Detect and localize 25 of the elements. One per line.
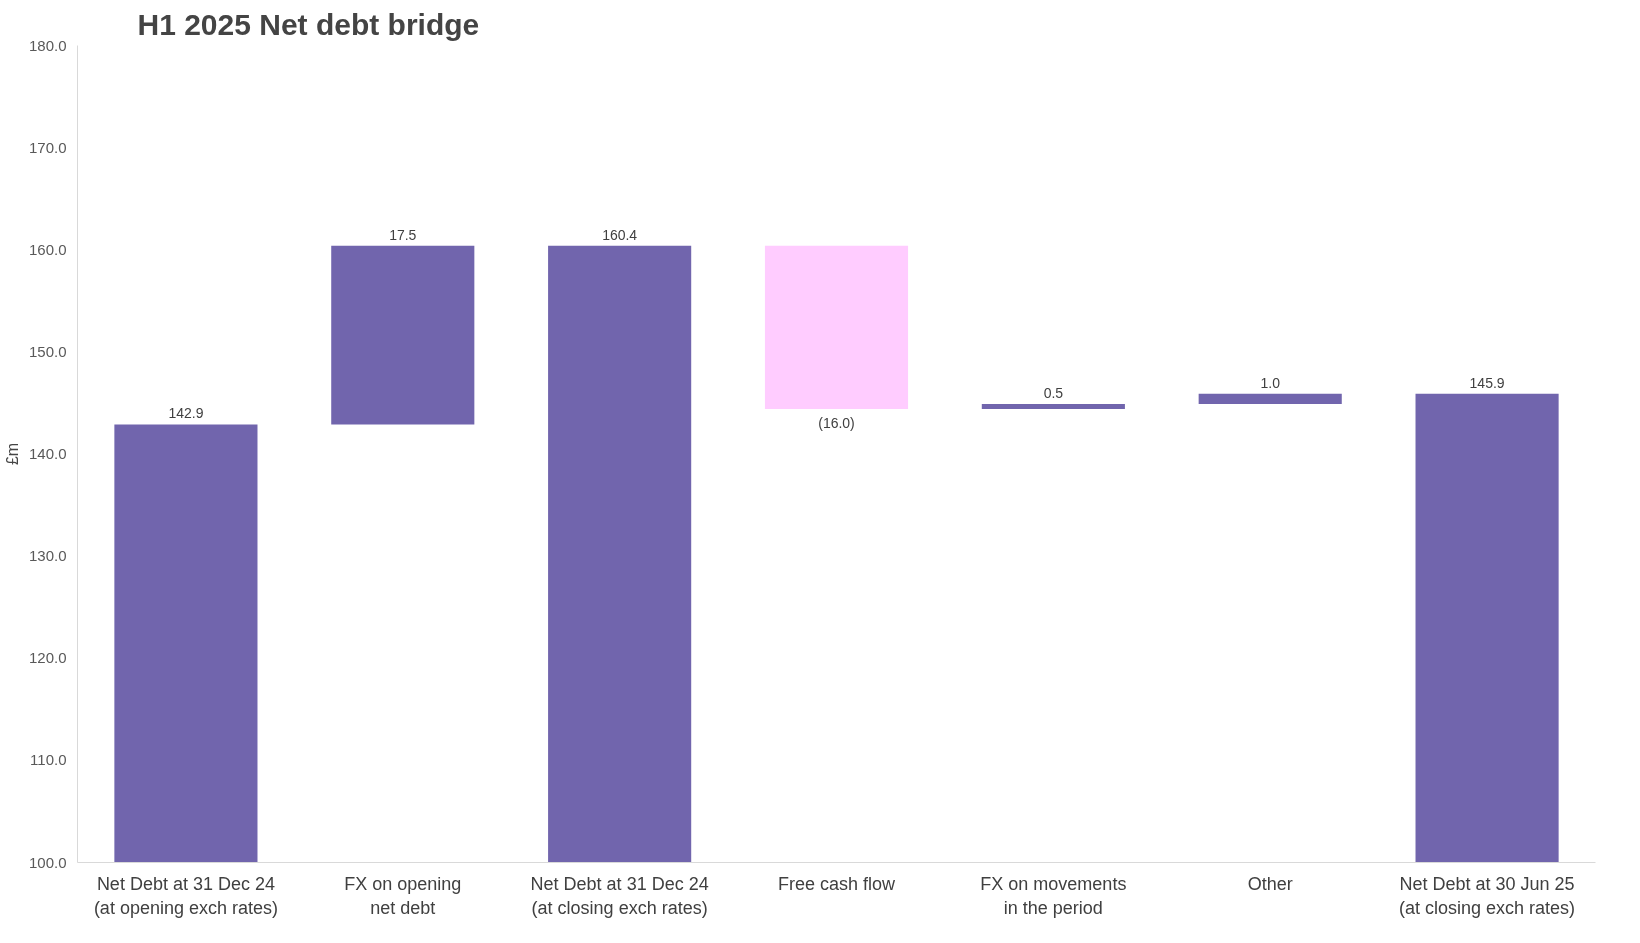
x-tick-label: Net Debt at 30 Jun 25 (at closing exch rates) (1399, 873, 1576, 918)
y-tick-label: 120.0 (28, 649, 67, 667)
data-label: 0.5 (1043, 384, 1064, 401)
x-tick-label: Net Debt at 31 Dec 24 (at closing exch rates) (530, 873, 709, 918)
data-label: 142.9 (168, 405, 204, 422)
x-tick-label: Other (1247, 873, 1293, 894)
y-tick-label: 160.0 (28, 240, 67, 258)
y-tick-label: 140.0 (28, 445, 67, 462)
data-label: 145.9 (1469, 374, 1505, 391)
data-label: 17.5 (389, 226, 417, 243)
y-tick-label: 130.0 (28, 547, 67, 565)
data-label: 160.4 (602, 226, 638, 243)
x-tick-label: Net Debt at 31 Dec 24 (at opening exch rates) (93, 873, 278, 918)
data-label: 1.0 (1260, 374, 1281, 391)
x-tick-label: FX on movements in the period (980, 873, 1127, 918)
chart-title: H1 2025 Net debt bridge (137, 7, 480, 41)
y-tick-label: 180.0 (28, 36, 67, 54)
y-tick-label: 170.0 (28, 138, 67, 156)
x-tick-label: FX on opening net debt (344, 873, 462, 918)
x-tick-label: Free cash flow (777, 873, 897, 894)
y-tick-label: 150.0 (28, 342, 67, 360)
y-tick-label: 100.0 (28, 853, 67, 871)
y-axis-title: £m (3, 442, 21, 466)
data-label: (16.0) (818, 415, 855, 432)
y-tick-label: 110.0 (30, 751, 67, 769)
